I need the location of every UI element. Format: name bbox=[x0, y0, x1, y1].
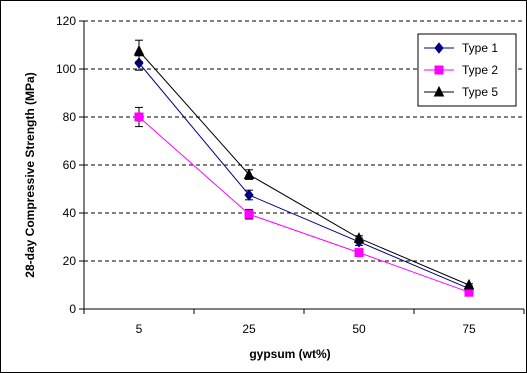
x-tick-label: 50 bbox=[352, 322, 366, 336]
square-marker bbox=[354, 248, 364, 258]
legend-label: Type 5 bbox=[462, 85, 498, 99]
triangle-marker bbox=[353, 232, 365, 243]
y-axis-title: 28-day Compressive Strength (MPa) bbox=[23, 72, 37, 277]
x-tick-labels: 5 25 50 75 bbox=[136, 322, 476, 336]
legend-label: Type 1 bbox=[462, 41, 498, 55]
diamond-marker bbox=[244, 189, 254, 201]
triangle-marker bbox=[133, 44, 145, 56]
y-tick-label: 20 bbox=[63, 254, 77, 268]
series-type-2 bbox=[134, 106, 474, 297]
y-tick-label: 80 bbox=[63, 110, 77, 124]
gridlines bbox=[84, 20, 524, 262]
diamond-marker bbox=[434, 42, 444, 54]
legend-item: Type 1 bbox=[424, 41, 498, 55]
triangle-marker bbox=[463, 278, 475, 290]
square-marker bbox=[434, 65, 444, 75]
x-axis-title: gypsum (wt%) bbox=[249, 347, 330, 361]
x-tick-label: 75 bbox=[462, 322, 476, 336]
axes bbox=[79, 20, 525, 314]
triangle-marker bbox=[243, 168, 255, 180]
series-line bbox=[138, 116, 470, 293]
triangle-marker bbox=[433, 85, 445, 97]
legend-label: Type 2 bbox=[462, 63, 498, 77]
legend: Type 1 Type 2 Type 5 bbox=[417, 33, 517, 107]
series-line bbox=[138, 62, 470, 290]
y-tick-label: 60 bbox=[63, 158, 77, 172]
legend-item: Type 2 bbox=[424, 63, 498, 77]
square-marker bbox=[134, 112, 144, 122]
y-tick-label: 40 bbox=[63, 206, 77, 220]
series-type-5 bbox=[133, 39, 475, 290]
y-tick-label: 100 bbox=[56, 62, 76, 76]
series-line bbox=[138, 50, 470, 286]
square-marker bbox=[244, 209, 254, 219]
legend-item: Type 5 bbox=[424, 85, 498, 99]
x-tick-label: 25 bbox=[242, 322, 256, 336]
y-tick-labels: 0 20 40 60 80 100 120 bbox=[56, 14, 76, 316]
data-series bbox=[133, 39, 475, 297]
y-tick-label: 120 bbox=[56, 14, 76, 28]
y-tick-label: 0 bbox=[69, 302, 76, 316]
x-tick-label: 5 bbox=[136, 322, 143, 336]
